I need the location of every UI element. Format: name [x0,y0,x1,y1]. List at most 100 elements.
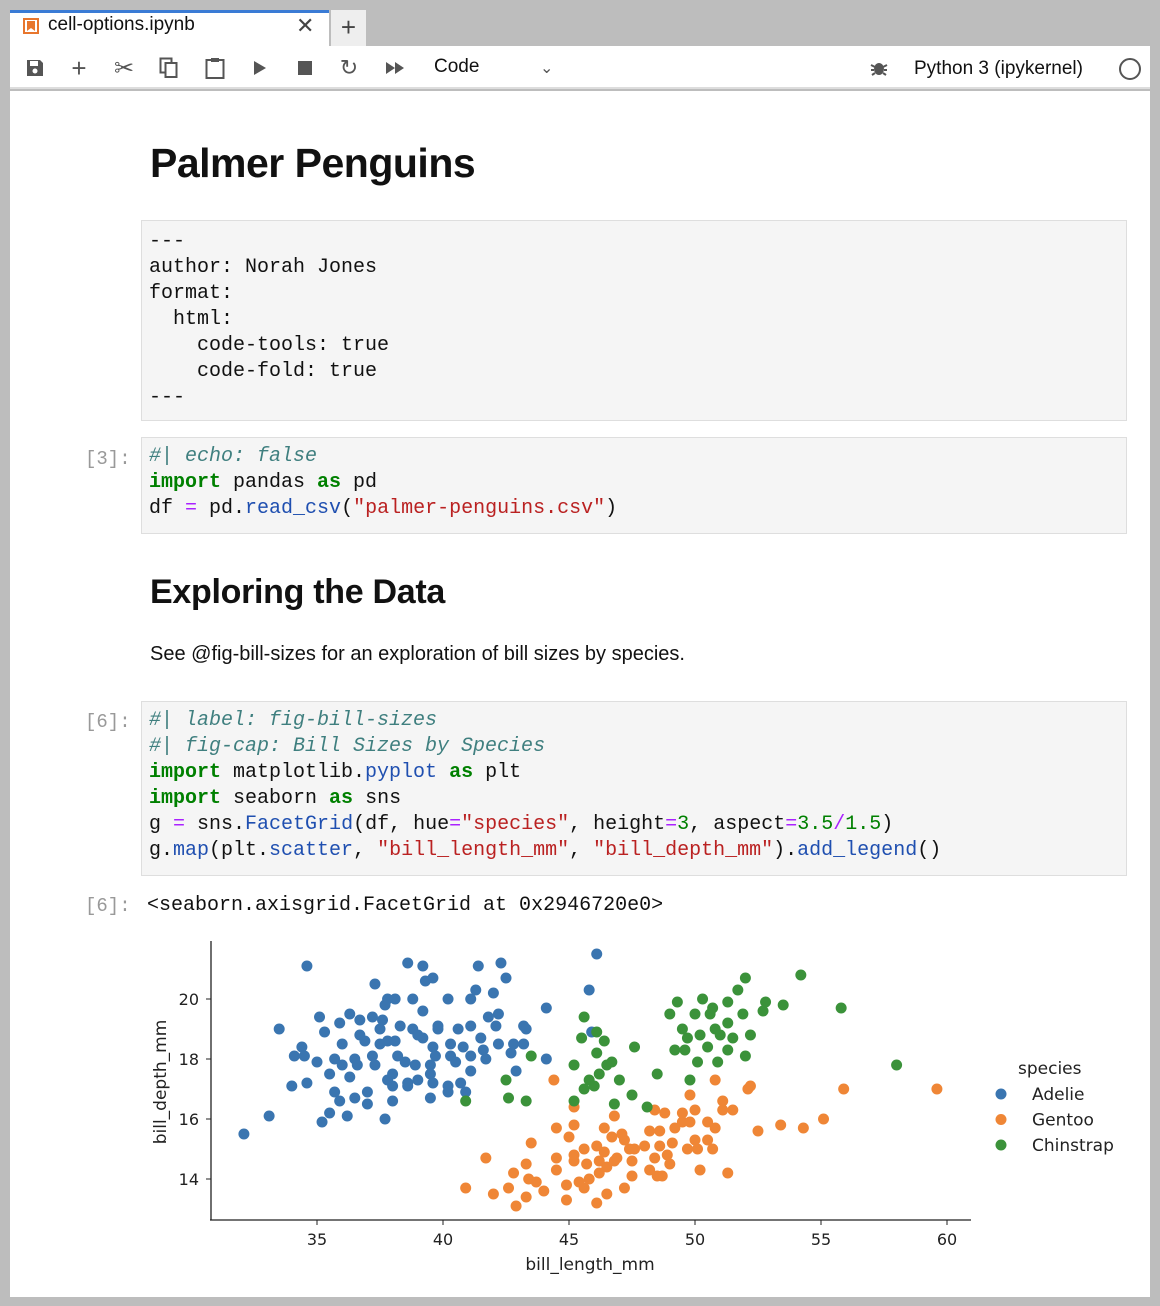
point-gentoo [681,1143,693,1155]
point-adelie [417,1005,429,1017]
code-token-op: = [173,813,186,836]
point-gentoo [692,1143,704,1155]
stop-icon[interactable] [293,56,317,80]
restart-icon[interactable]: ↻ [339,55,359,80]
point-gentoo [593,1155,605,1167]
code-token-fn: FacetGrid [245,813,354,836]
point-gentoo [568,1119,580,1131]
code-cell-import[interactable]: #| echo: false import pandas as pd df = pd… [141,437,1127,534]
paste-icon[interactable] [203,56,227,80]
x-tick-label: 50 [685,1230,705,1249]
point-gentoo [568,1149,580,1161]
x-tick-label: 35 [307,1230,327,1249]
point-gentoo [578,1143,590,1155]
code-cell-plot[interactable]: #| label: fig-bill-sizes #| fig-cap: Bill… [141,701,1127,876]
point-chinstrap [679,1044,691,1056]
point-gentoo [709,1074,721,1086]
point-adelie [387,1068,399,1080]
point-gentoo [689,1104,701,1116]
point-chinstrap [671,996,683,1008]
raw-cell[interactable]: --- author: Norah Jones format: html: co… [141,220,1127,421]
code-token-plain: ). [773,839,798,862]
x-tick-label: 55 [811,1230,831,1249]
code-token-plain: (df, hue [353,813,450,836]
code-token-plain: sns [353,787,402,810]
run-icon[interactable] [248,56,272,80]
kernel-name[interactable]: Python 3 (ipykernel) [914,58,1083,79]
point-adelie [510,1065,522,1077]
cut-icon[interactable]: ✂ [113,54,135,82]
point-gentoo [480,1152,492,1164]
copy-icon[interactable] [157,56,181,80]
code-token-op: = [665,813,678,836]
point-gentoo [654,1125,666,1137]
point-chinstrap [500,1074,512,1086]
add-cell-icon[interactable]: + [71,52,87,83]
run-all-icon[interactable] [383,56,407,80]
point-chinstrap [503,1092,515,1104]
code-line: #| label: fig-bill-sizes [149,708,1119,734]
save-icon[interactable] [23,56,47,80]
point-gentoo [548,1074,560,1086]
point-adelie [492,1038,504,1050]
y-tick-label: 20 [179,990,199,1009]
close-icon[interactable]: ✕ [296,13,315,38]
point-adelie [500,972,512,984]
point-gentoo [644,1125,656,1137]
point-gentoo [676,1107,688,1119]
point-gentoo [530,1176,542,1188]
code-token-kw: import [149,787,222,810]
point-gentoo [601,1188,613,1200]
code-token-str: "palmer-penguins.csv" [353,497,606,520]
point-chinstrap [669,1044,681,1056]
point-adelie [442,1086,454,1098]
point-adelie [417,960,429,972]
new-tab-button[interactable]: + [331,10,366,46]
point-adelie [311,1056,323,1068]
point-adelie [354,1014,366,1026]
point-gentoo [707,1143,719,1155]
markdown-paragraph: See @fig-bill-sizes for an exploration o… [150,643,685,665]
point-adelie [455,1077,467,1089]
point-adelie [427,1041,439,1053]
point-adelie [432,1020,444,1032]
chevron-down-icon[interactable]: ⌄ [540,60,554,77]
x-tick-label: 45 [559,1230,579,1249]
point-gentoo [694,1164,706,1176]
y-tick-label: 18 [179,1050,199,1069]
point-gentoo [591,1197,603,1209]
point-adelie [492,1008,504,1020]
x-tick-label: 60 [937,1230,957,1249]
notebook-tab[interactable] [10,10,329,46]
code-token-comment: #| fig-cap: Bill Sizes by Species [149,735,546,758]
code-line: g = sns.FacetGrid(df, hue="species", hei… [149,812,1119,838]
point-chinstrap [520,1095,532,1107]
point-adelie [329,1086,341,1098]
point-adelie [344,1071,356,1083]
point-gentoo [684,1089,696,1101]
code-token-plain: matplotlib. [221,761,366,784]
tab-title[interactable]: cell-options.ipynb [48,14,195,35]
point-gentoo [722,1167,734,1179]
y-tick-label: 16 [179,1110,199,1129]
code-line: import matplotlib.pyplot as plt [149,760,1119,786]
point-chinstrap [689,1008,701,1020]
point-adelie [389,1035,401,1047]
code-token-num: 3 [677,813,690,836]
point-chinstrap [460,1095,472,1107]
point-chinstrap [598,1035,610,1047]
bug-icon[interactable] [867,56,891,80]
point-adelie [382,1035,394,1047]
cell-type-dropdown[interactable]: Code [434,56,480,77]
point-gentoo [503,1182,515,1194]
point-adelie [366,1011,378,1023]
point-gentoo [644,1164,656,1176]
point-chinstrap [712,1056,724,1068]
point-chinstrap [692,1056,704,1068]
code-token-plain: pandas [221,471,318,494]
point-adelie [465,1050,477,1062]
point-adelie [301,960,313,972]
point-chinstrap [707,1002,719,1014]
notebook-toolbar [10,46,1150,89]
point-chinstrap [568,1095,580,1107]
